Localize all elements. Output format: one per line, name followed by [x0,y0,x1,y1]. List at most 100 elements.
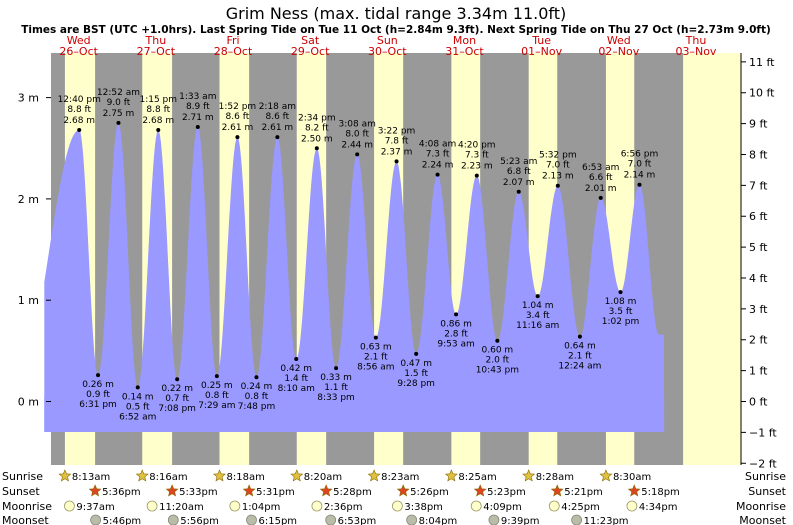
low-tide-metres: 0.86 m [440,319,472,329]
tide-extremes: 12:40 pm8.8 ft2.68 m0.26 m0.9 ft6:31 pm1… [58,88,659,422]
low-tide-time: 6:52 am [119,412,156,422]
low-tide-metres: 0.42 m [280,364,312,374]
low-tide-metres: 0.64 m [564,342,596,352]
moonrise-time: 1:04pm [242,502,281,513]
sunrise-icon [599,469,613,482]
sunrise-icon [367,469,381,482]
moonset-time: 8:04pm [419,516,458,525]
moonset-time: 6:53pm [338,516,377,525]
low-tide-feet: 1.4 ft [284,374,308,384]
sunset-icon [473,484,487,497]
sunrise-icon [444,469,458,482]
low-tide-feet: 1.5 ft [404,369,428,379]
left-tick-label: 3 m [18,92,39,105]
high-tide-feet: 8.8 ft [67,105,91,115]
low-tide-time: 1:02 pm [602,317,640,327]
low-tide-feet: 2.0 ft [485,356,509,366]
moonset-time: 9:39pm [501,516,540,525]
high-tide-feet: 8.0 ft [345,129,369,139]
moonset-icon [488,514,500,525]
sunset-icon [88,484,102,497]
high-tide-metres: 2.14 m [624,171,656,181]
low-tide-point [414,351,419,356]
moonset-row-label-left: Moonset [2,514,49,525]
high-tide-metres: 2.23 m [461,162,493,172]
high-tide-metres: 2.61 m [222,123,254,133]
high-tide-metres: 2.75 m [103,109,135,119]
sunrise-time: 8:13am [72,472,110,483]
high-tide-time: 12:40 pm [58,95,101,105]
moonrise-row-label-left: Moonrise [2,500,52,513]
low-tide-time: 8:56 am [357,363,394,373]
moonrise-time: 2:36pm [324,502,363,513]
day-date: 03–Nov [675,45,716,58]
high-tide-time: 2:34 pm [298,113,336,123]
low-tide-feet: 2.8 ft [444,329,468,339]
moonset-time: 11:23pm [584,516,629,525]
day-name: Wed [607,34,631,47]
high-tide-feet: 8.2 ft [305,123,329,133]
high-tide-time: 3:08 am [339,119,376,129]
low-tide-point [294,356,299,361]
sunset-time: 5:26pm [410,487,449,498]
sunset-time: 5:31pm [256,487,295,498]
moonset-icon [406,514,418,525]
high-tide-feet: 8.8 ft [146,105,170,115]
moonrise-time: 3:38pm [404,502,443,513]
low-tide-time: 12:24 am [558,362,601,372]
moonrise-icon [391,500,403,512]
high-tide-time: 3:22 pm [378,126,416,136]
day-date: 01–Nov [521,45,562,58]
sunset-time: 5:33pm [179,487,218,498]
high-tide-feet: 7.0 ft [546,161,570,171]
sunset-icon [319,484,333,497]
high-tide-feet: 7.0 ft [628,160,652,170]
high-tide-point [235,135,240,140]
sunset-icon [627,484,641,497]
moonset-icon [167,514,179,525]
high-tide-time: 5:23 am [500,157,537,167]
sunset-time: 5:28pm [333,487,372,498]
high-tide-point [516,189,521,194]
day-date: 31–Oct [445,45,484,58]
low-tide-metres: 0.26 m [82,380,114,390]
low-tide-metres: 0.47 m [400,359,432,369]
low-tide-feet: 0.7 ft [165,394,189,404]
moonrise-icon [146,500,158,512]
moonset-icon [246,514,257,525]
moonset-icon [571,514,583,525]
tide-area [44,123,665,432]
sunset-row-label-right: Sunset [748,485,786,498]
low-tide-time: 11:16 am [516,321,559,331]
low-tide-feet: 0.9 ft [86,390,110,400]
low-tide-time: 10:43 pm [476,366,519,376]
right-tick-label: 3 ft [749,303,768,316]
moonset-time: 6:15pm [258,516,297,525]
sunrise-time: 8:30am [613,472,651,483]
day-name: Mon [453,34,476,47]
right-tick-label: 10 ft [749,87,775,100]
low-tide-time: 9:28 pm [397,379,435,389]
day-headers: Wed26–OctThu27–OctFri28–OctSat29–OctSun3… [59,34,717,58]
high-tide-time: 12:52 am [97,88,140,98]
sunrise-time: 8:28am [536,472,574,483]
low-tide-feet: 3.5 ft [609,307,633,317]
high-tide-point [555,183,560,188]
sunrise-icon [290,469,304,482]
low-tide-point [577,334,582,339]
chart-title: Grim Ness (max. tidal range 3.34m 11.0ft… [226,4,567,23]
high-tide-time: 6:53 am [582,163,619,173]
high-tide-feet: 6.8 ft [507,167,531,177]
sunset-icon [242,484,256,497]
high-tide-time: 5:32 pm [539,151,577,161]
sunrise-icon [58,469,72,482]
day-date: 28–Oct [214,45,253,58]
high-tide-metres: 2.07 m [503,178,535,188]
low-tide-metres: 0.63 m [360,343,392,353]
high-tide-metres: 2.68 m [142,116,174,126]
high-tide-metres: 2.01 m [585,184,617,194]
low-tide-point [618,290,623,295]
right-tick-label: 5 ft [749,241,768,254]
low-tide-point [535,294,540,299]
right-tick-label: 6 ft [749,210,768,223]
